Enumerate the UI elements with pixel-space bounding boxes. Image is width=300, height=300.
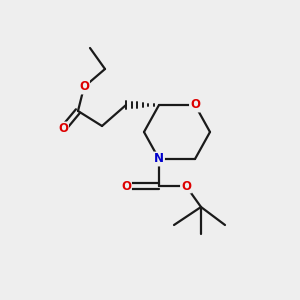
Text: O: O <box>58 122 68 136</box>
Text: O: O <box>190 98 200 112</box>
Text: O: O <box>79 80 89 94</box>
Text: O: O <box>181 179 191 193</box>
Text: O: O <box>121 179 131 193</box>
Text: N: N <box>154 152 164 166</box>
